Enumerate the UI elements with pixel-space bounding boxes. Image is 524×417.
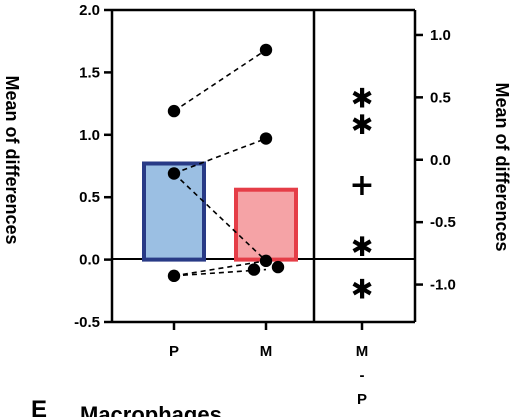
data-point-M-7 [248,263,260,275]
left-axis-label: Mean of differences [2,75,22,244]
right-tick-label: -1.0 [430,277,456,294]
right-axis-label: Mean of differences [492,82,512,251]
difference-category-label-part: - [360,367,365,384]
bar-M [236,190,296,260]
right-tick-label: 1.0 [430,27,451,44]
x-tick-label-M: M [260,343,273,360]
right-tick-label: -0.5 [430,214,456,231]
data-point-M-6 [260,255,272,267]
panel-letter: E [31,396,47,417]
left-tick-label: 0.5 [79,189,100,206]
difference-marker-4: ✱ [351,232,374,263]
data-point-P-1 [168,105,180,117]
left-tick-label: 2.0 [79,2,100,19]
left-tick-label: -0.5 [74,314,100,331]
left-tick-label: 0.0 [79,252,100,269]
difference-marker-5: ✱ [351,275,374,306]
panel-title: Macrophages [80,402,222,417]
data-point-P-2 [168,167,180,179]
left-tick-label: 1.5 [79,64,100,81]
right-tick-label: 0.0 [430,152,451,169]
data-point-M-4 [260,44,272,56]
difference-category-label-part: M [356,343,369,360]
difference-category-label-part: P [357,391,367,408]
data-point-M-5 [260,132,272,144]
paired-line-1 [174,50,266,111]
left-tick-label: 1.0 [79,127,100,144]
x-tick-label-P: P [169,343,179,360]
data-point-M-8 [272,261,284,273]
data-point-P-3 [168,270,180,282]
right-tick-label: 0.5 [430,89,451,106]
difference-marker-3: + [349,168,374,203]
difference-marker-2: ✱ [351,110,374,141]
